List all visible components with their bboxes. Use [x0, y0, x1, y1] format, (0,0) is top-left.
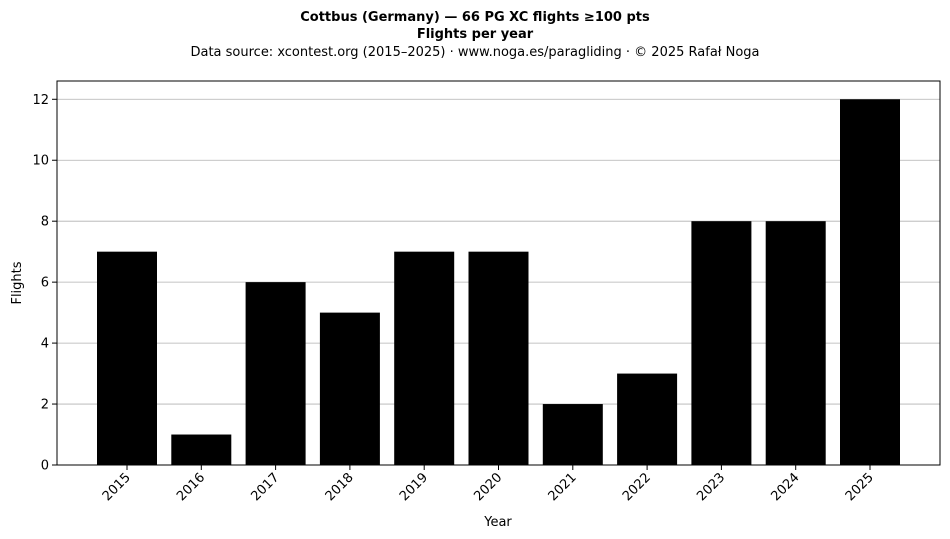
x-tick-label: 2024 [769, 470, 803, 504]
y-tick-label: 6 [41, 276, 49, 291]
y-tick-label: 10 [32, 154, 49, 169]
bar-2019 [394, 251, 455, 465]
bar-2025 [840, 99, 900, 466]
bar-2023 [691, 221, 752, 465]
y-axis-label: Flights [10, 261, 25, 304]
chart-source-line: Data source: xcontest.org (2015–2025) · … [190, 45, 759, 60]
bar-2015 [97, 251, 157, 465]
bar-2021 [542, 404, 603, 465]
y-tick-label: 4 [41, 337, 49, 352]
x-tick-label: 2021 [546, 470, 580, 504]
x-axis-ticks: 2015 2016 2017 2018 2019 2020 2021 2022 2023 2024… [100, 465, 877, 504]
bars [97, 99, 900, 466]
chart-title: Cottbus (Germany) — 66 PG XC flights ≥10… [300, 10, 650, 25]
bar-2018 [319, 312, 380, 465]
y-tick-label: 0 [41, 459, 49, 474]
x-tick-label: 2023 [694, 470, 728, 504]
x-axis-label: Year [483, 515, 512, 530]
x-tick-label: 2015 [100, 470, 134, 504]
x-tick-label: 2019 [397, 470, 431, 504]
bar-2024 [765, 221, 826, 465]
y-tick-label: 2 [41, 398, 49, 413]
chart-subtitle: Flights per year [417, 27, 534, 42]
y-tick-label: 12 [32, 93, 49, 108]
x-tick-label: 2020 [471, 470, 505, 504]
bar-2022 [617, 373, 678, 465]
x-tick-label: 2025 [843, 470, 877, 504]
x-tick-label: 2017 [248, 470, 282, 504]
x-tick-label: 2016 [174, 470, 208, 504]
x-tick-label: 2022 [620, 470, 654, 504]
y-axis-ticks: 0 2 4 6 8 10 12 [32, 93, 57, 474]
bar-2016 [171, 434, 232, 465]
bar-2020 [468, 251, 529, 465]
bar-2017 [245, 282, 306, 465]
x-tick-label: 2018 [323, 470, 357, 504]
y-tick-label: 8 [41, 215, 49, 230]
